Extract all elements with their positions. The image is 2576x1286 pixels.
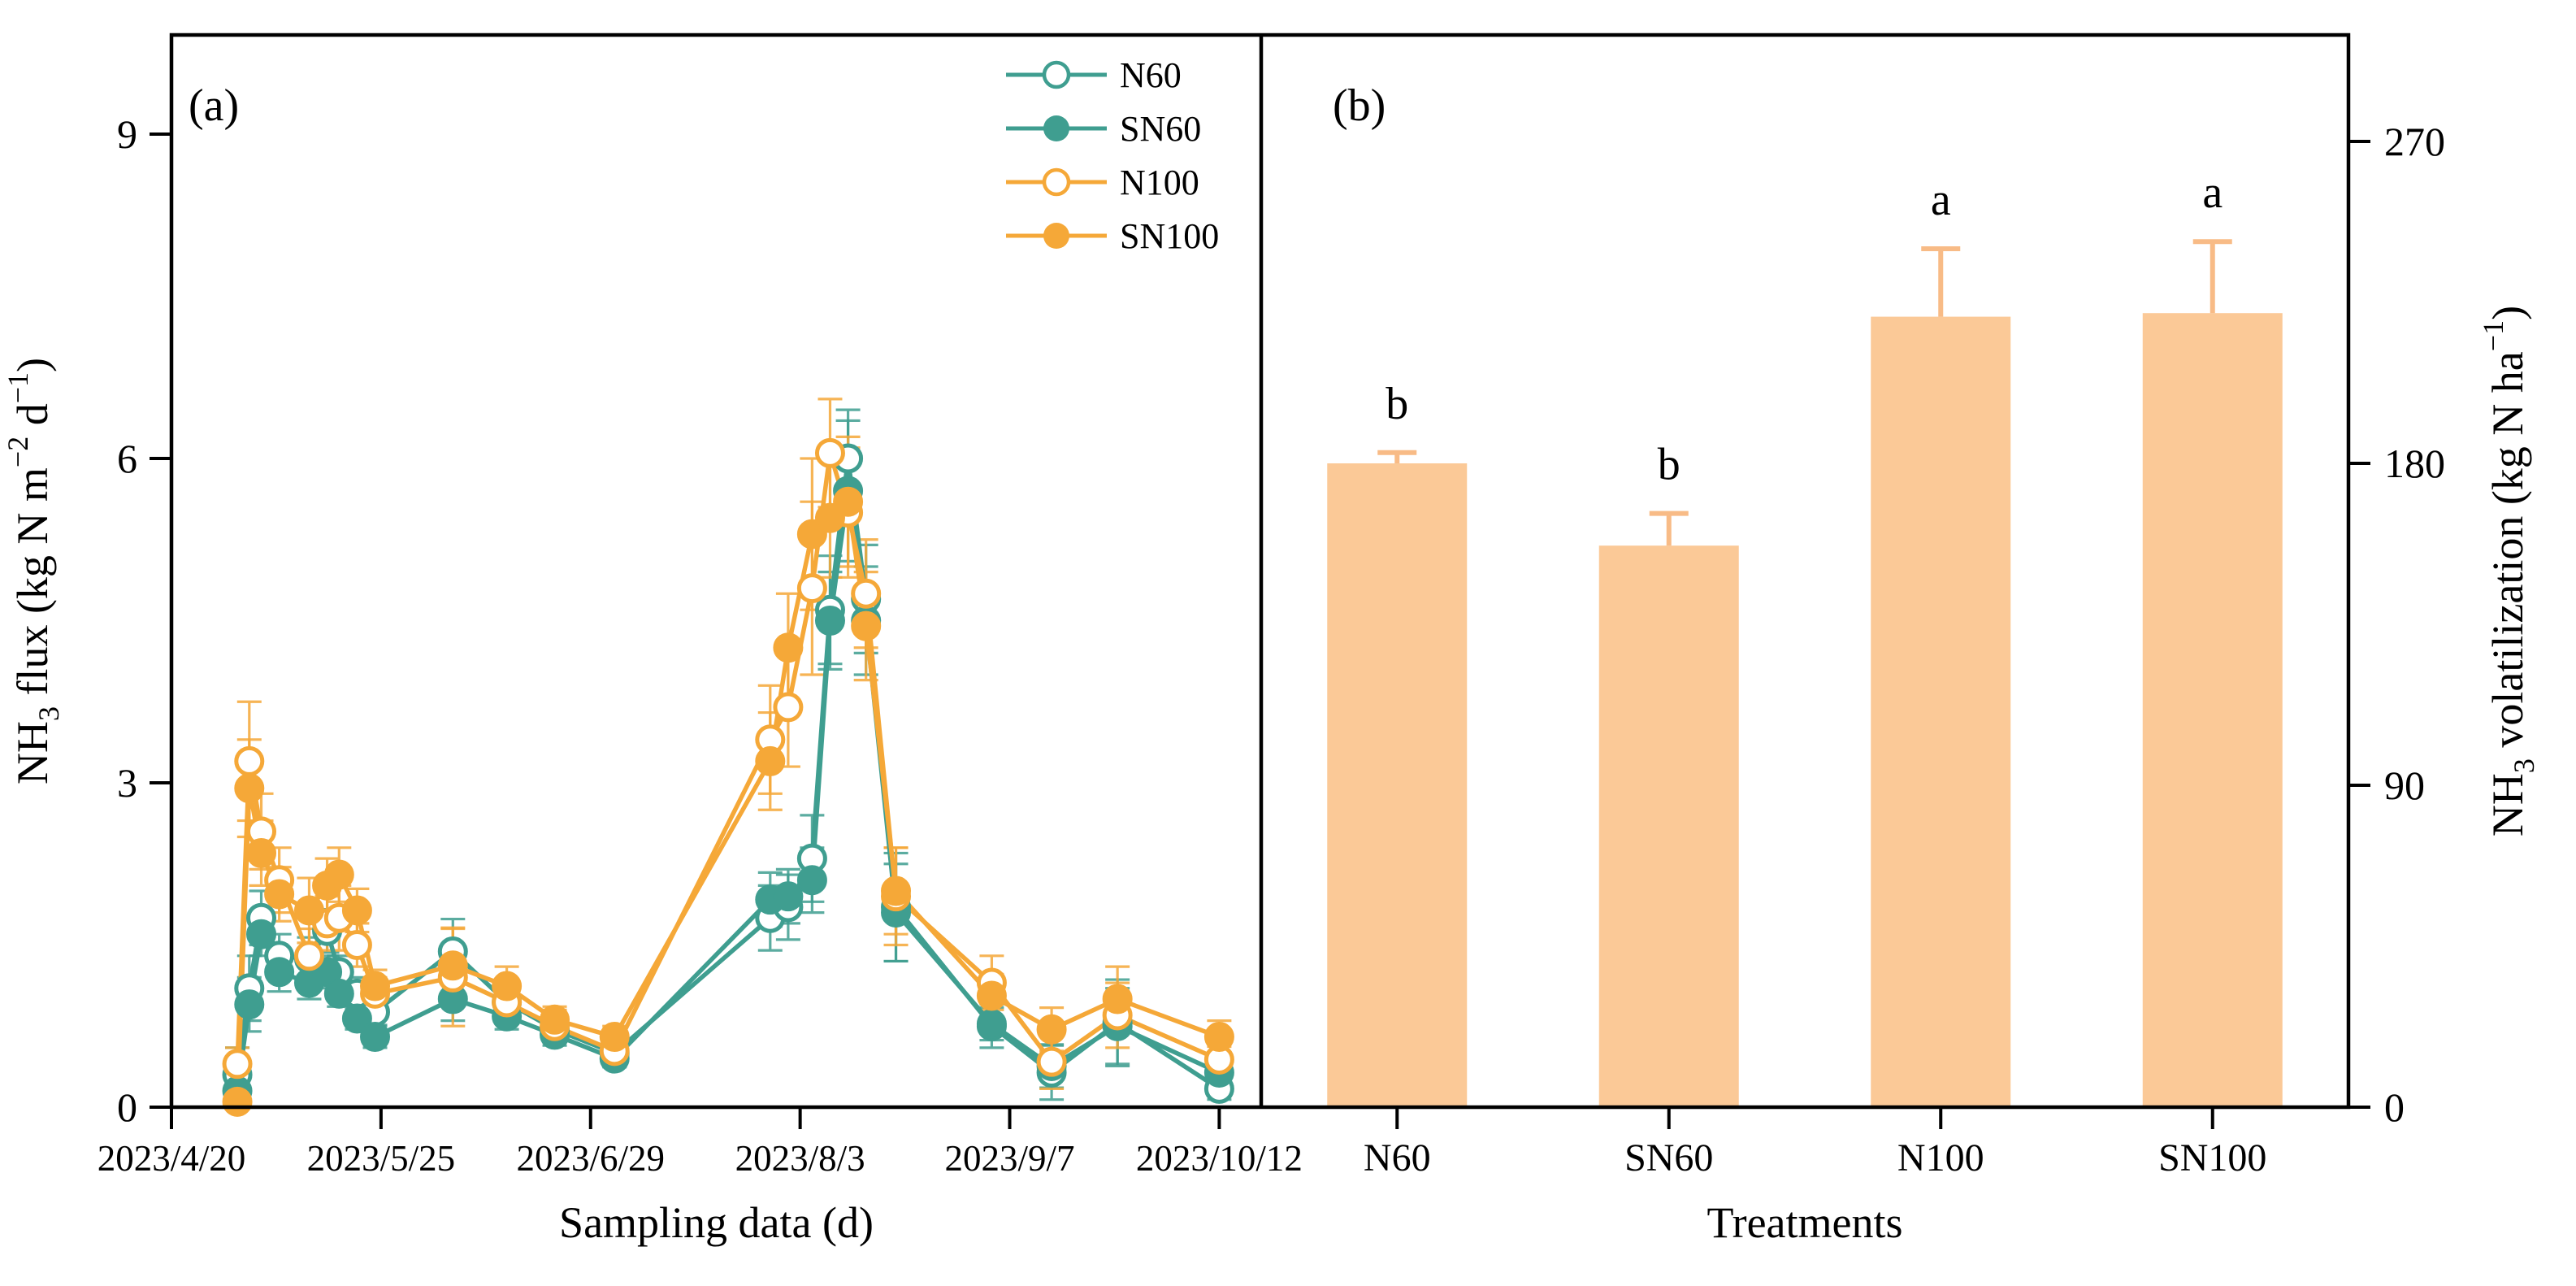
panel-a-markers (222, 437, 1234, 1117)
legend-item-N60: N60 (1006, 55, 1182, 95)
panel-a-axes: 0 3 6 9 2023/4/20 2023/5/25 2023/6/29 2023/8/3 2… (98, 111, 1303, 1247)
data-point-filled (323, 978, 354, 1009)
x-tick-label-a: 2023/6/29 (517, 1138, 666, 1179)
legend-item-SN100: SN100 (1006, 216, 1219, 256)
x-tick-label-a: 2023/10/12 (1136, 1138, 1303, 1179)
data-point-filled (1203, 1022, 1234, 1053)
y-tick-label-a: 6 (117, 436, 137, 481)
x-axis-title-a: Sampling data (d) (559, 1198, 874, 1247)
legend: N60 SN60 N100 SN100 (1006, 55, 1219, 256)
x-tick-label-a: 2023/4/20 (98, 1138, 246, 1179)
data-point-filled (222, 1086, 253, 1117)
data-point-open (814, 437, 845, 468)
data-point-open (222, 1049, 253, 1080)
x-tick-label-a: 2023/5/25 (307, 1138, 456, 1179)
bar-error-N60 (1377, 450, 1417, 463)
bar-error-N100 (1921, 246, 1961, 317)
data-point-filled (976, 980, 1007, 1011)
data-point-filled (1036, 1014, 1067, 1045)
y-axis-title-b: NH3 volatilization (kg N ha−1) (2477, 306, 2540, 836)
y-tick-label-a: 9 (117, 111, 137, 157)
data-point-filled (360, 971, 391, 1001)
bar-error-SN100 (2192, 239, 2232, 314)
y-tick-label-b: 90 (2384, 762, 2425, 808)
data-point-filled (264, 957, 295, 988)
legend-label: SN60 (1120, 109, 1201, 149)
data-point-filled (264, 879, 295, 910)
x-tick-label-b: N60 (1364, 1136, 1431, 1180)
data-point-filled (293, 895, 324, 926)
x-tick-label-b: SN60 (1624, 1136, 1713, 1180)
data-point-filled (773, 881, 804, 912)
bar-N60 (1327, 463, 1468, 1107)
data-point-filled (323, 859, 354, 890)
significance-letter: a (2202, 167, 2223, 218)
data-point-filled (492, 971, 523, 1001)
data-point-filled (599, 1022, 630, 1053)
data-point-filled (360, 1022, 391, 1053)
data-point-open (1036, 1046, 1067, 1077)
significance-letter: b (1658, 440, 1680, 490)
panel-label-a: (a) (189, 80, 239, 131)
panel-label-b: (b) (1333, 80, 1386, 131)
x-tick-label-b: SN100 (2158, 1136, 2266, 1180)
data-point-filled (1102, 984, 1133, 1014)
data-point-open (851, 578, 882, 609)
data-point-filled (833, 486, 864, 517)
significance-letter: b (1386, 379, 1408, 429)
x-tick-label-a: 2023/8/3 (735, 1138, 865, 1179)
data-point-filled (881, 875, 912, 906)
y-tick-label-a: 0 (117, 1084, 137, 1130)
data-point-filled (341, 1003, 372, 1034)
bar-error-SN60 (1649, 510, 1689, 546)
data-point-filled (755, 745, 786, 776)
data-point-filled (796, 865, 827, 896)
data-point-open (341, 930, 372, 960)
x-tick-label-b: N100 (1897, 1136, 1984, 1180)
data-point-filled (246, 919, 277, 949)
data-point-filled (976, 1009, 1007, 1040)
bar-SN100 (2142, 313, 2283, 1107)
legend-marker-filled (1043, 115, 1069, 141)
panel-b-bars: b b a a (1327, 167, 2283, 1108)
legend-marker-open (1042, 60, 1071, 89)
data-point-filled (234, 773, 265, 804)
data-point-open (293, 941, 324, 971)
x-tick-label-a: 2023/9/7 (945, 1138, 1075, 1179)
y-tick-label-b: 270 (2384, 119, 2445, 164)
data-point-open (234, 745, 265, 776)
data-point-filled (234, 989, 265, 1020)
data-point-filled (341, 895, 372, 926)
bar-SN60 (1598, 545, 1739, 1107)
panel-b-axes: 0 90 180 270 N60 SN60 N100 SN100 Treatments (1364, 119, 2445, 1247)
data-point-filled (246, 837, 277, 868)
x-axis-title-b: Treatments (1707, 1198, 1903, 1247)
y-axis-title-a: NH3 flux (kg N m−2 d−1) (2, 358, 65, 784)
legend-item-N100: N100 (1006, 163, 1199, 202)
data-point-filled (773, 632, 804, 663)
data-point-filled (540, 1004, 570, 1035)
series-markers-N100 (222, 437, 1234, 1080)
data-point-filled (437, 950, 468, 981)
data-point-filled (814, 606, 845, 636)
bar-N100 (1871, 316, 2011, 1108)
legend-marker-open (1042, 167, 1071, 197)
significance-letter: a (1931, 175, 1951, 225)
plot-frame (169, 33, 2351, 1110)
y-tick-label-a: 3 (117, 760, 137, 806)
legend-label: SN100 (1120, 216, 1219, 256)
legend-label: N100 (1120, 163, 1199, 202)
data-point-open (773, 692, 804, 723)
legend-item-SN60: SN60 (1006, 109, 1201, 149)
data-point-filled (851, 610, 882, 641)
y-tick-label-b: 0 (2384, 1084, 2405, 1130)
legend-label: N60 (1120, 55, 1182, 95)
y-tick-label-b: 180 (2384, 441, 2445, 486)
series-markers-SN100 (222, 486, 1234, 1117)
legend-marker-filled (1043, 223, 1069, 249)
data-point-open (796, 573, 827, 604)
